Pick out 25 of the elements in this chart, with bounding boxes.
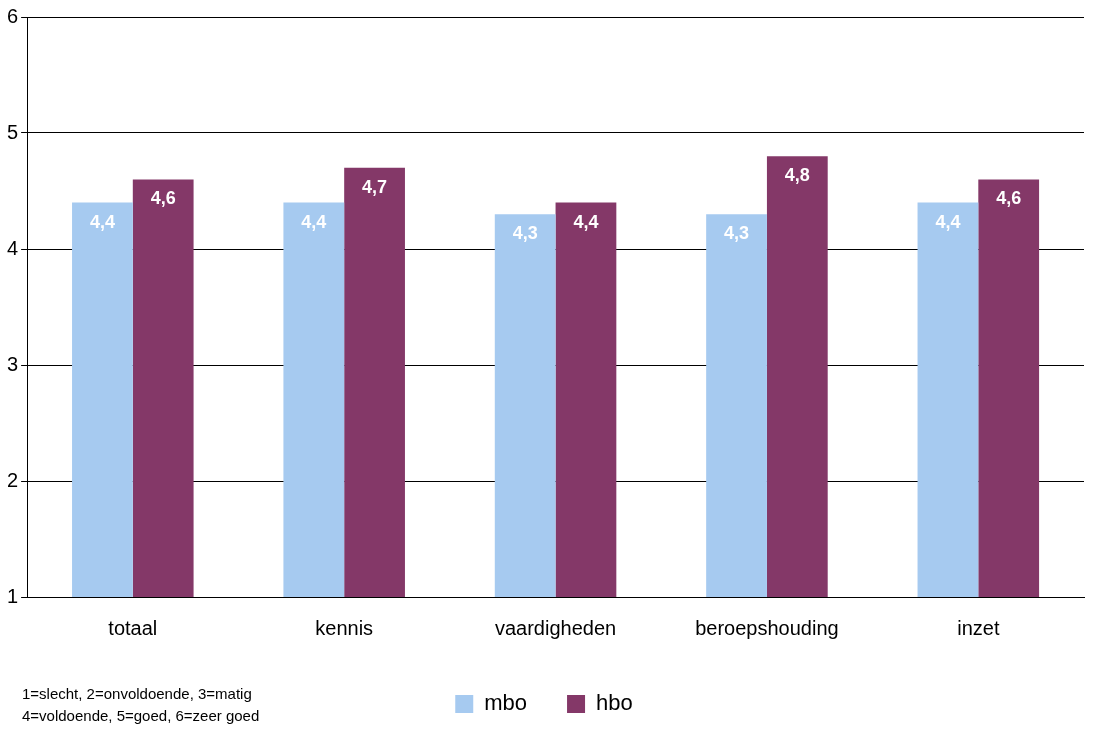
data-label: 4,3 <box>512 223 538 244</box>
y-tick-label: 1 <box>7 584 19 607</box>
data-label: 4,6 <box>150 188 176 209</box>
data-label: 4,4 <box>301 211 327 232</box>
data-label: 4,3 <box>724 223 750 244</box>
x-tick-label: totaal <box>108 616 158 639</box>
data-label: 4,4 <box>573 211 599 232</box>
data-label: 4,4 <box>89 211 115 232</box>
data-label: 4,4 <box>935 211 961 232</box>
y-tick-label: 4 <box>7 236 19 259</box>
data-label: 4,8 <box>784 165 810 186</box>
y-tick-label: 2 <box>7 468 19 491</box>
y-tick-label: 6 <box>7 4 19 27</box>
legend-label: mbo <box>484 690 528 716</box>
y-tick-label: 3 <box>7 352 19 375</box>
x-tick-label: kennis <box>315 616 374 639</box>
x-tick-label: beroepshouding <box>695 616 839 639</box>
legend-label: hbo <box>596 690 633 716</box>
data-label: 4,7 <box>362 176 388 197</box>
y-tick-label: 5 <box>7 120 19 143</box>
text: 1=slecht, 2=onvoldoende, 3=matig <box>22 684 253 704</box>
data-label: 4,6 <box>996 188 1022 209</box>
text: 4=voldoende, 5=goed, 6=zeer goed <box>22 706 260 726</box>
x-tick-label: inzet <box>957 616 1000 639</box>
x-tick-label: vaardigheden <box>494 616 617 639</box>
